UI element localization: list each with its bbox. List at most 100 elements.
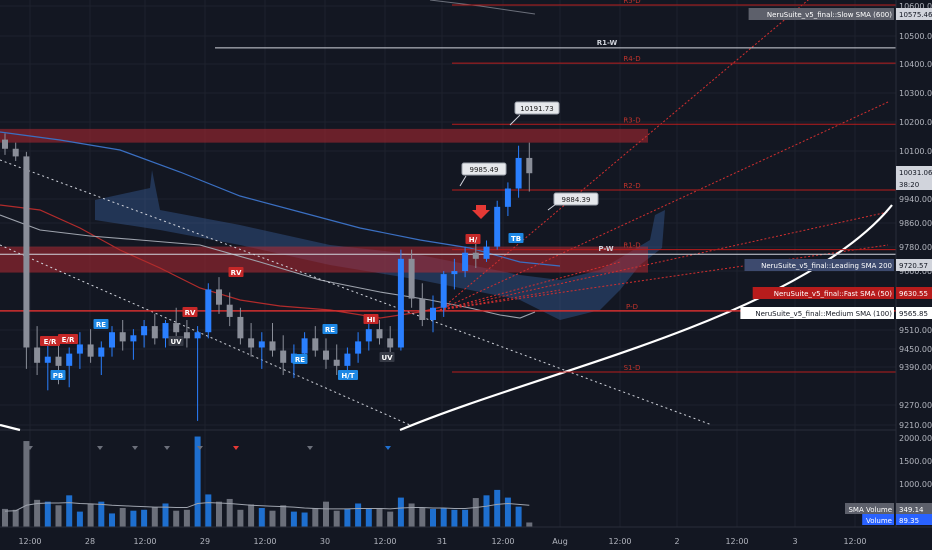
candle-body xyxy=(66,353,73,366)
level-label: R4-D xyxy=(623,55,640,63)
signal-tag-box xyxy=(182,307,198,317)
time-axis-tick: Aug xyxy=(552,537,568,546)
signal-tag-box xyxy=(363,314,379,324)
volume-bar xyxy=(419,508,426,527)
candle-body xyxy=(451,271,458,275)
candle xyxy=(2,133,8,155)
volume-bar xyxy=(333,510,340,527)
candle-body xyxy=(515,157,522,189)
candle-body xyxy=(408,258,415,299)
price-axis-tick: 9940.00 xyxy=(899,195,932,204)
candle xyxy=(430,295,436,333)
fan-line xyxy=(439,211,889,311)
candle xyxy=(23,151,30,369)
candle-body xyxy=(258,341,265,348)
candle xyxy=(333,344,340,376)
volume-bar xyxy=(440,508,447,527)
signal-tag: RE xyxy=(93,319,109,329)
candle-body xyxy=(34,347,41,363)
time-axis-tick: 12:00 xyxy=(18,537,41,546)
signal-tag-box xyxy=(379,352,395,362)
time-axis-tick: 31 xyxy=(437,537,447,546)
signal-tag-label: RV xyxy=(185,309,196,317)
candle xyxy=(376,319,383,345)
candle-body xyxy=(323,350,329,360)
price-label-value-box xyxy=(896,178,932,190)
candle xyxy=(12,142,19,161)
time-axis-bg xyxy=(0,527,932,550)
price-label-value: 10031.06 xyxy=(899,169,932,177)
signal-tag: HI xyxy=(363,314,379,324)
volume-bar xyxy=(205,494,212,527)
time-axis-tick: 2 xyxy=(674,537,679,546)
candle xyxy=(216,277,222,314)
signal-tag: UV xyxy=(168,336,184,346)
volume-marker-icon xyxy=(233,446,239,450)
volume-bar xyxy=(23,441,30,527)
price-callout-text: 10191.73 xyxy=(520,105,553,113)
volume-marker-icon xyxy=(97,446,103,450)
candle xyxy=(440,271,447,317)
volume-marker-icon xyxy=(132,446,138,450)
volume-bar xyxy=(494,489,501,527)
volume-bar xyxy=(526,522,533,527)
candle-body xyxy=(526,157,533,174)
signal-tag-label: H/T xyxy=(341,372,354,380)
candle-body xyxy=(333,359,340,366)
signal-tag-label: RE xyxy=(96,321,106,329)
price-axis-tick: 9270.00 xyxy=(899,401,932,410)
price-axis-tick: 9860.00 xyxy=(899,219,932,228)
price-label: NeruSuite_v5_final::Slow SMA (600) 10575.… xyxy=(748,8,932,20)
signal-tag: H/T xyxy=(338,370,358,380)
price-label-value-box xyxy=(896,307,932,319)
price-label-value: 9630.55 xyxy=(899,290,928,298)
volume-bar xyxy=(44,501,51,527)
level-label: R5-D xyxy=(623,0,640,5)
volume-bar xyxy=(504,497,511,527)
trend-line-upper xyxy=(0,159,713,426)
signal-tag-label: TB xyxy=(511,235,521,243)
price-axis-tick: 10100.00 xyxy=(899,147,932,156)
candle-body xyxy=(173,323,180,333)
signal-tag-box xyxy=(338,370,358,380)
volume-bar xyxy=(119,508,126,527)
candle-body xyxy=(226,304,233,317)
price-label-box xyxy=(744,259,894,271)
volume-bar xyxy=(387,511,394,527)
volume-bar xyxy=(162,503,169,527)
volume-bar xyxy=(323,501,329,527)
volume-bar xyxy=(248,504,255,527)
volume-label: SMA Volume 349.14 xyxy=(845,503,932,514)
level-label: P-D xyxy=(626,303,638,311)
time-axis-tick: 30 xyxy=(320,537,330,546)
volume-label-value: 349.14 xyxy=(899,506,924,514)
candle xyxy=(34,326,41,376)
volume-bar xyxy=(301,512,308,527)
callout-pointer xyxy=(547,203,557,211)
candle-body xyxy=(344,353,351,366)
candle xyxy=(98,341,105,376)
candle-body xyxy=(44,356,51,363)
signal-tag-box xyxy=(228,267,244,277)
candle-body xyxy=(397,258,404,348)
candle xyxy=(76,332,83,369)
signal-tag: RV xyxy=(182,307,198,317)
candle xyxy=(141,319,148,348)
time-axis-tick: 29 xyxy=(200,537,210,546)
cloud-area xyxy=(95,170,665,320)
volume-bar xyxy=(76,511,83,527)
volume-bar xyxy=(66,495,73,527)
volume-bar xyxy=(226,498,233,527)
candle xyxy=(109,326,115,357)
price-label: NeruSuite_v5_final::Leading SMA 200 9720.… xyxy=(744,259,932,271)
time-axis-tick: 12:00 xyxy=(373,537,396,546)
price-label-name: NeruSuite_v5_final::Slow SMA (600) xyxy=(767,11,892,19)
time-axis-tick: 28 xyxy=(85,537,95,546)
medium-sma-line xyxy=(0,214,536,319)
candle-body xyxy=(419,298,426,320)
volume-axis-tick: 1000.00 xyxy=(899,480,932,489)
signal-tag-box xyxy=(465,234,481,244)
candle xyxy=(462,246,469,278)
